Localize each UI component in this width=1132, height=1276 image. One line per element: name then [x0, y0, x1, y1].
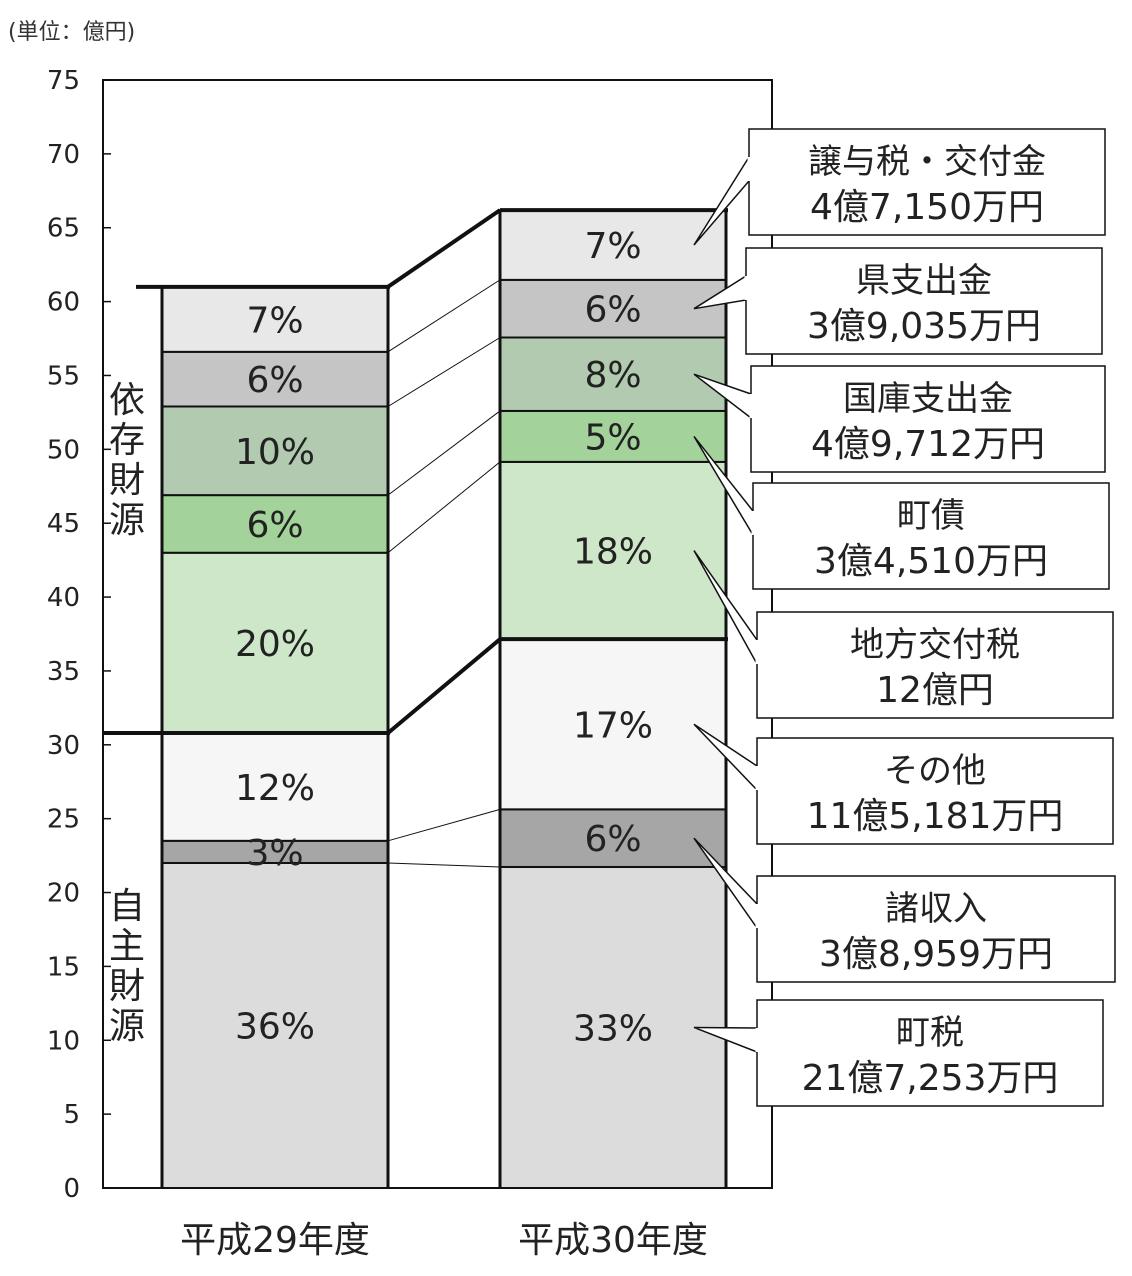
- bars-layer: [160, 209, 728, 1190]
- segment-connector: [387, 862, 501, 868]
- bar-label: 12%: [235, 768, 315, 809]
- group-divider-connector: [386, 637, 502, 735]
- x-category-label: 平成30年度: [518, 1220, 708, 1261]
- bar-label: 20%: [235, 624, 315, 665]
- bar-label: 10%: [235, 432, 315, 473]
- bar-segment: [499, 460, 727, 641]
- y-tick-label: 15: [47, 952, 80, 982]
- callout-name: 県支出金: [856, 261, 992, 301]
- y-tick-label: 70: [47, 140, 80, 170]
- callout-name: 諸収入: [885, 889, 987, 929]
- y-tick-label: 50: [47, 435, 80, 465]
- y-tick-label: 35: [47, 657, 80, 687]
- y-tick-label: 45: [47, 509, 80, 539]
- segment-connector: [387, 337, 501, 407]
- callout-amount: 12億円: [876, 670, 994, 711]
- unit-label: (単位：億円): [8, 20, 136, 45]
- bar-segment: [161, 405, 389, 497]
- callout-name: 町税: [896, 1013, 964, 1053]
- segment-connector: [387, 410, 501, 496]
- segment-connector: [387, 279, 501, 353]
- bar-segment: [499, 209, 727, 281]
- bar-segment: [161, 494, 389, 554]
- bar-label: 8%: [584, 355, 641, 396]
- group-label-dependent-char: 財: [109, 460, 145, 501]
- segment-connector: [387, 808, 501, 842]
- group-label-independent-char: 源: [109, 1006, 145, 1047]
- callout-box: [756, 875, 1116, 983]
- callout-name: 譲与税・交付金: [808, 142, 1046, 182]
- group-divider-connector: [386, 208, 502, 289]
- bar-label: 18%: [573, 532, 653, 573]
- bar-label: 3%: [246, 833, 303, 874]
- bar-label: 6%: [584, 290, 641, 331]
- callout-box: [756, 999, 1104, 1107]
- callout-amount: 3億4,510万円: [814, 541, 1048, 582]
- callout-amount: 21億7,253万円: [802, 1058, 1059, 1099]
- bar-segment: [499, 808, 727, 868]
- bar-segment: [161, 285, 389, 353]
- bar-segment: [499, 336, 727, 412]
- y-tick-label: 65: [47, 214, 80, 244]
- callout-box: [752, 482, 1110, 590]
- x-labels-layer: 平成29年度 平成30年度: [180, 1220, 708, 1261]
- bar-segment: [161, 731, 389, 842]
- group-label-independent-char: 財: [109, 966, 145, 1007]
- x-category-label: 平成29年度: [180, 1220, 370, 1261]
- group-label-independent-char: 自: [109, 886, 145, 927]
- group-label-dependent-char: 依: [109, 380, 145, 421]
- callout-amount: 4億9,712万円: [811, 424, 1045, 465]
- y-tick-label: 40: [47, 583, 80, 613]
- callout-box: [756, 737, 1114, 845]
- callout-name: その他: [884, 751, 986, 791]
- bar-label: 6%: [246, 505, 303, 546]
- callout-amount: 4億7,150万円: [810, 187, 1044, 228]
- callout-name: 地方交付税: [850, 625, 1020, 665]
- y-tick-label: 0: [63, 1174, 80, 1204]
- bar-label: 33%: [573, 1008, 653, 1049]
- group-label-dependent-char: 存: [109, 420, 145, 461]
- callout-amount: 3億9,035万円: [807, 306, 1041, 347]
- y-tick-label: 5: [63, 1100, 80, 1130]
- bar-segment: [161, 861, 389, 1190]
- callout-box: [756, 611, 1114, 719]
- callout-box: [745, 247, 1103, 355]
- group-label-independent-char: 主: [109, 926, 145, 967]
- bar-segment: [499, 865, 727, 1189]
- bar-label: 17%: [573, 705, 653, 746]
- bar-segment: [161, 551, 389, 734]
- y-tick-label: 75: [47, 66, 80, 96]
- y-tick-label: 30: [47, 731, 80, 761]
- y-tick-label: 20: [47, 879, 80, 909]
- y-tick-label: 25: [47, 805, 80, 835]
- connectors-layer: [102, 208, 728, 868]
- bar-labels-layer: 36% 3% 12% 20% 6% 10% 6% 7% 33% 6% 17% 18% 5% 8% 6% 7%: [235, 226, 653, 1049]
- y-tick-label: 10: [47, 1026, 80, 1056]
- bar-label: 7%: [246, 300, 303, 341]
- y-tick-label: 55: [47, 361, 80, 391]
- callout-amount: 3億8,959万円: [819, 934, 1053, 975]
- y-axis-ticks-layer: 0 5 10 15 20 25 30 35 40 45 50 55 60 65 70 75: [47, 66, 111, 1204]
- bar-label: 6%: [246, 360, 303, 401]
- callout-box: [748, 128, 1106, 236]
- bar-label: 7%: [584, 226, 641, 267]
- group-label-dependent-char: 源: [109, 500, 145, 541]
- callout-amount: 11億5,181万円: [807, 796, 1064, 837]
- bar-segment: [499, 278, 727, 339]
- segment-connector: [387, 461, 501, 554]
- bar-segment: [161, 350, 389, 408]
- bar-label: 5%: [584, 417, 641, 458]
- callout-name: 国庫支出金: [843, 379, 1013, 419]
- callout-box: [750, 365, 1106, 473]
- callout-name: 町債: [897, 496, 965, 536]
- y-tick-label: 60: [47, 288, 80, 318]
- bar-label: 6%: [584, 819, 641, 860]
- bar-label: 36%: [235, 1006, 315, 1047]
